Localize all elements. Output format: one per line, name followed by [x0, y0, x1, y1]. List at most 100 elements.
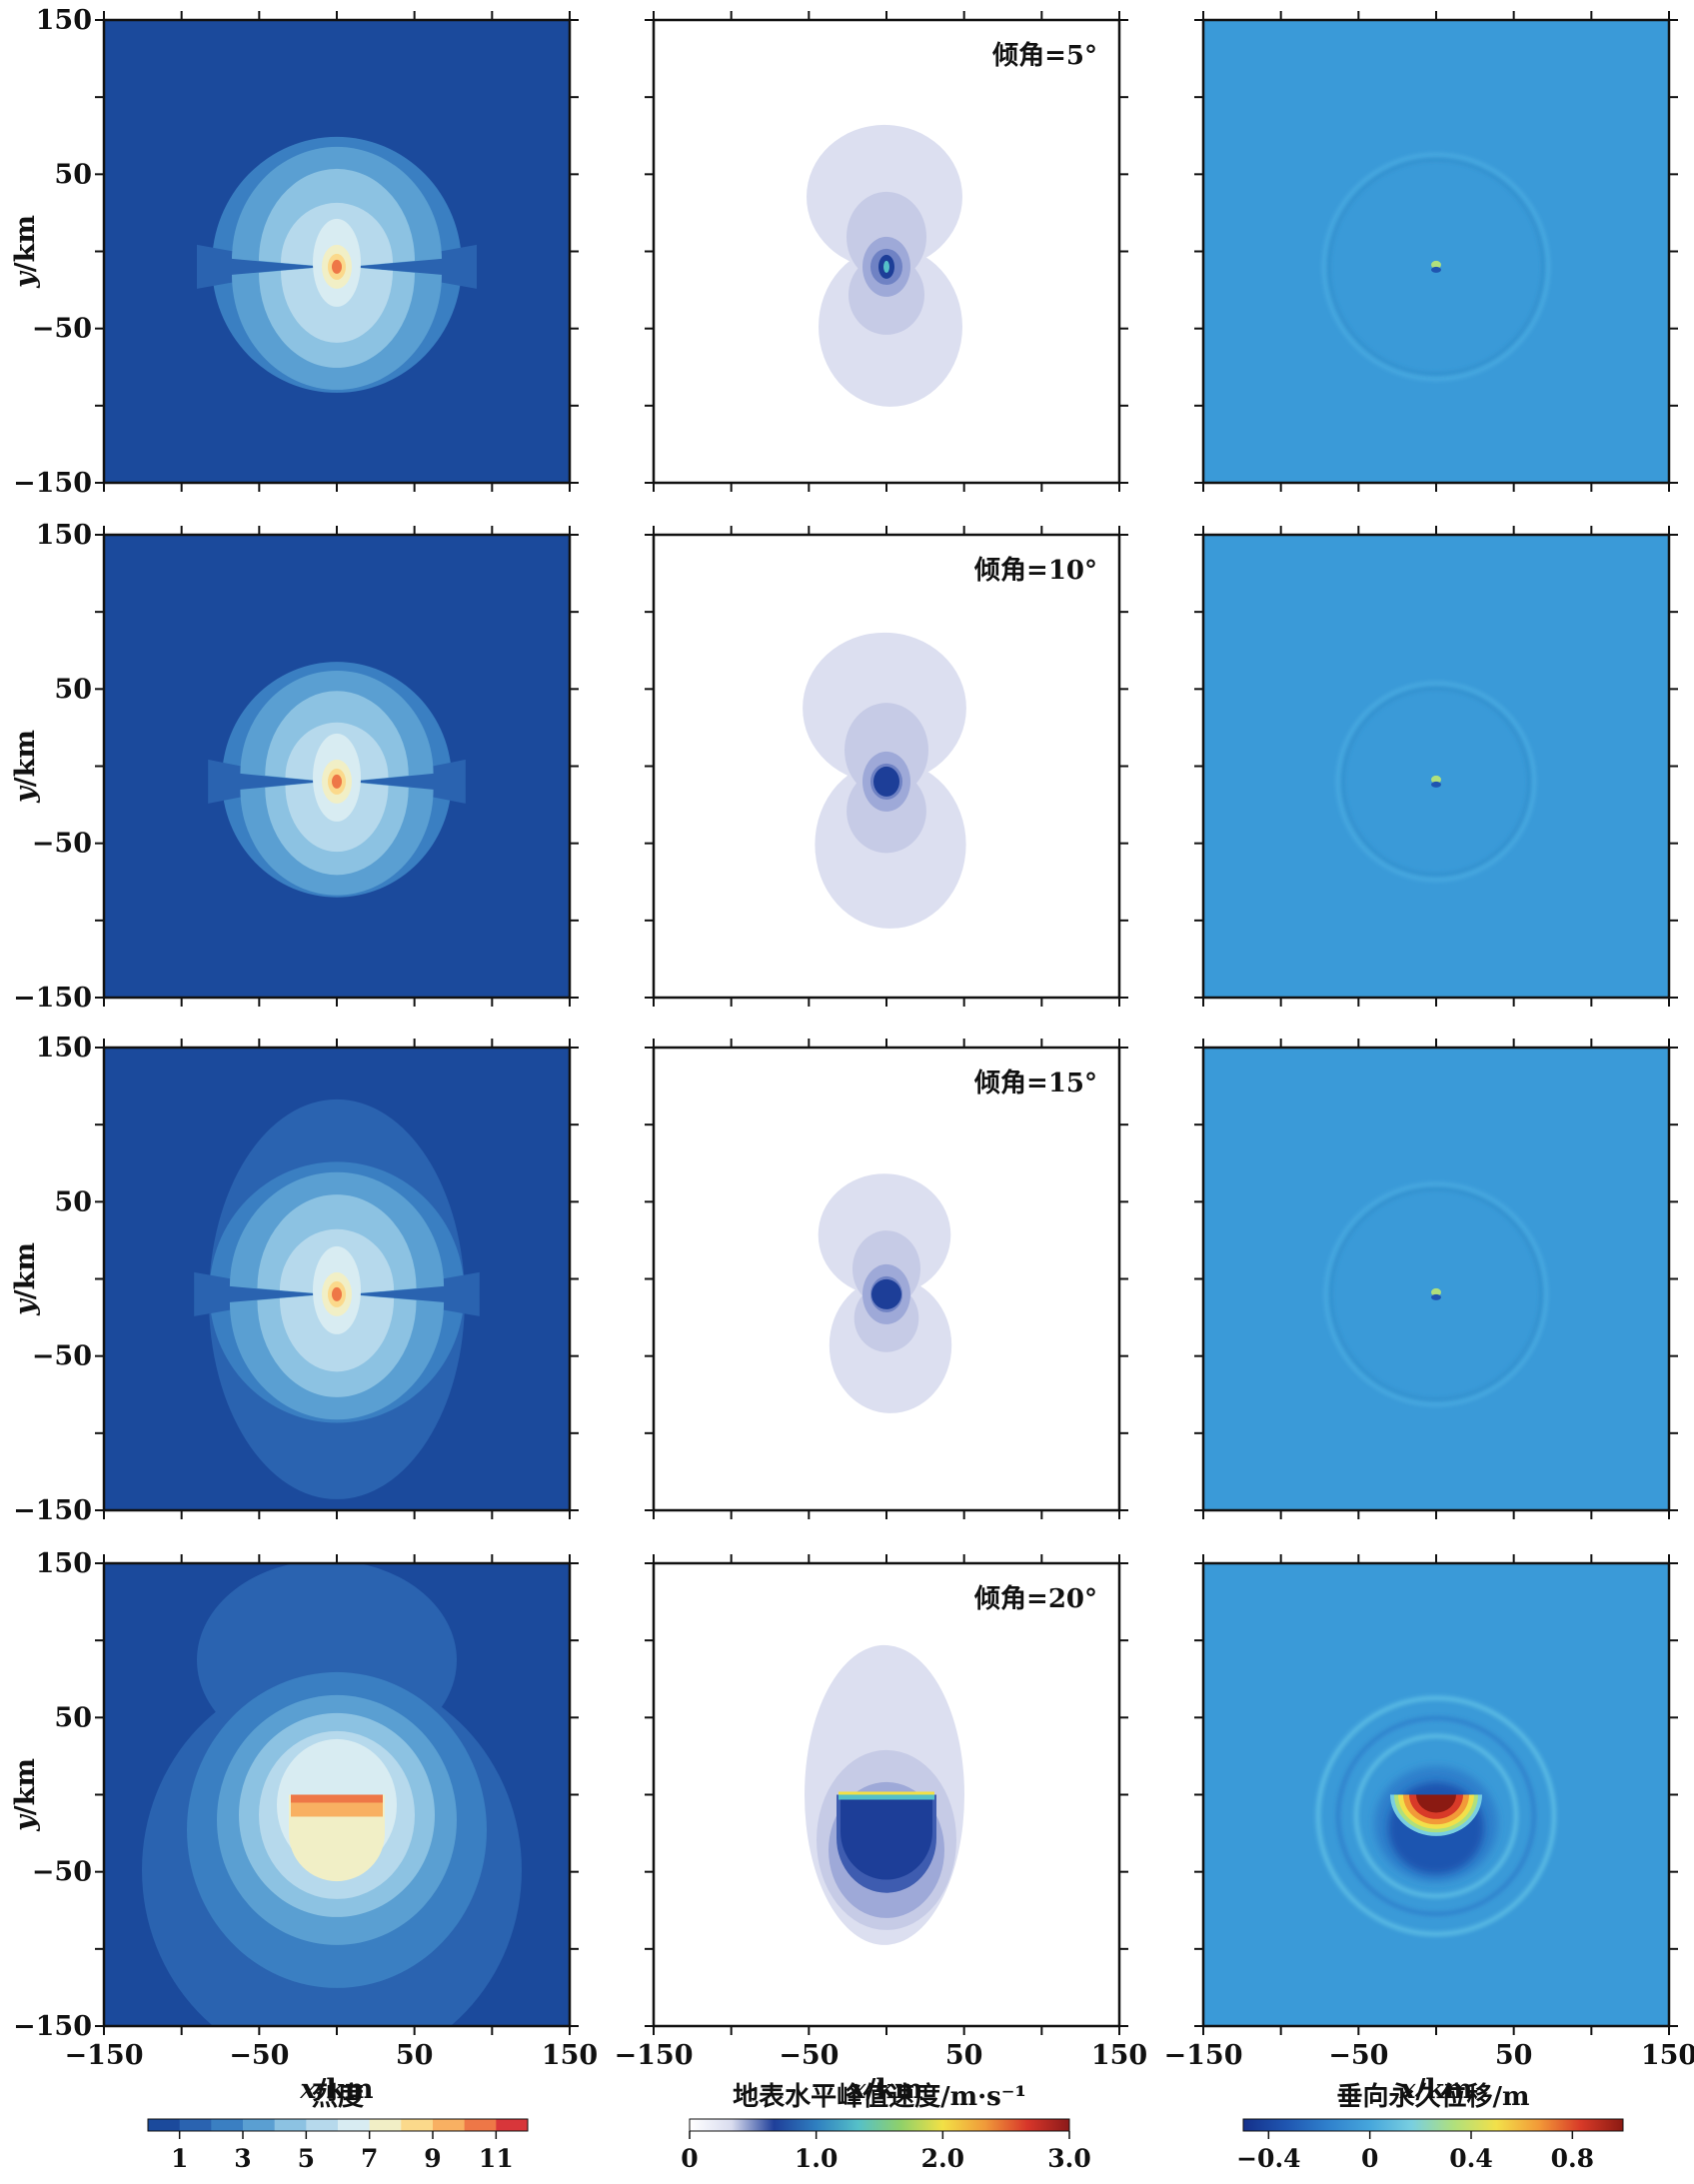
colorbar-tick-label: 0.8: [1551, 2144, 1595, 2173]
colorbar-tick-label: 3: [234, 2144, 251, 2173]
y-tick-label: −50: [32, 829, 92, 860]
colorbar-swatch: [179, 2119, 212, 2131]
colorbar-tick-label: 5: [298, 2144, 315, 2173]
panel-intensity-row4: 150 50 −50 −150 y/km −150 −50 50 150 x/km: [10, 1548, 598, 2105]
colorbar-tick-label: 7: [361, 2144, 378, 2173]
y-tick-label: 50: [54, 1702, 92, 1733]
y-axis-title: y/km: [10, 1758, 41, 1832]
panel-velocity-row4: 倾角=20° −150 −50 50 150 x/km: [615, 1554, 1147, 2105]
velocity-contours: [807, 124, 962, 407]
velocity-contours: [818, 1173, 952, 1413]
intensity-contours: [208, 662, 466, 898]
panel-intensity-row1: 150 50 −50 −150 y/km: [10, 5, 579, 499]
colorbar-swatch: [243, 2119, 276, 2131]
colorbar-velocity: 地表水平峰值速度/m·s⁻¹ 0 1.0 2.0 3.0: [681, 2081, 1090, 2173]
colorbar-title: 烈度: [312, 2081, 364, 2112]
displacement-background: [1203, 535, 1669, 998]
panel-intensity-row3: 150 50 −50 −150 y/km: [10, 1033, 579, 1526]
panel-intensity-row2: 150 50 −50 −150 y/km: [10, 520, 579, 1014]
x-tick-label: 50: [1495, 2040, 1533, 2071]
velocity-contours: [805, 1644, 964, 1945]
intensity-contours: [194, 1098, 480, 1499]
colorbar-swatch: [338, 2119, 371, 2131]
y-tick-label: −150: [13, 468, 92, 499]
colorbar-tick-label: 9: [424, 2144, 441, 2173]
x-axis-title: x/km: [848, 2074, 922, 2105]
colorbar-gradient: [690, 2119, 1069, 2131]
x-tick-label: 150: [542, 2040, 598, 2071]
x-tick-label: −150: [615, 2040, 694, 2071]
y-tick-label: 150: [36, 520, 92, 551]
colorbar-tick-label: 11: [479, 2144, 514, 2173]
colorbar-frame: [1242, 2118, 1624, 2132]
colorbar-tick-label: 3.0: [1047, 2144, 1091, 2173]
y-axis-title: y/km: [10, 215, 41, 289]
colorbar-swatch: [148, 2119, 181, 2131]
dip-label: 倾角=20°: [973, 1583, 1097, 1614]
x-tick-label: 50: [396, 2040, 434, 2071]
velocity-contours: [803, 632, 966, 929]
dip-label: 倾角=5°: [991, 40, 1097, 71]
colorbar-frame: [147, 2118, 529, 2132]
y-tick-label: 150: [36, 1548, 92, 1579]
x-tick-label: −50: [779, 2040, 839, 2071]
y-tick-label: −50: [32, 314, 92, 345]
colorbar-tick-label: 1.0: [795, 2144, 839, 2173]
displacement-field: [1316, 1695, 1556, 1936]
colorbar-swatch: [433, 2119, 466, 2131]
colorbar-title: 地表水平峰值速度/m·s⁻¹: [733, 2081, 1026, 2112]
y-tick-label: 50: [54, 1186, 92, 1217]
y-tick-label: −150: [13, 2011, 92, 2042]
panel-displacement-row2: [1194, 526, 1678, 1007]
intensity-contours: [197, 136, 477, 393]
x-tick-label: 50: [945, 2040, 983, 2071]
colorbar-tick-label: −0.4: [1236, 2144, 1300, 2173]
colorbar-swatch: [401, 2119, 434, 2131]
colorbar-row: 烈度 1 3 5 7 9 11 地表水平峰值速度/m·s⁻¹ 0 1.0 2.0 3.0 垂向永久位移/…: [147, 2081, 1624, 2173]
x-tick-label: 150: [1091, 2040, 1147, 2071]
colorbar-intensity: 烈度 1 3 5 7 9 11: [147, 2081, 529, 2173]
y-tick-label: −150: [13, 1495, 92, 1526]
panel-grid: 150 50 −50 −150 y/km 倾角=5° 150 50 −50 −150 y/km 倾角=…: [10, 5, 1694, 2105]
y-tick-label: −50: [32, 1857, 92, 1888]
panel-velocity-row3: 倾角=15°: [645, 1039, 1128, 1519]
y-tick-label: 50: [54, 674, 92, 705]
dip-label: 倾角=15°: [973, 1068, 1097, 1098]
colorbar-tick-label: 1: [171, 2144, 188, 2173]
colorbar-tick-label: 0: [681, 2144, 698, 2173]
displacement-field: [1324, 1182, 1548, 1406]
x-axis-title: x/km: [1398, 2074, 1472, 2105]
y-tick-label: −150: [13, 983, 92, 1014]
x-tick-label: −150: [1164, 2040, 1243, 2071]
y-tick-label: 50: [54, 159, 92, 190]
colorbar-tick-label: 0: [1361, 2144, 1378, 2173]
y-tick-label: 150: [36, 1033, 92, 1064]
colorbar-swatch: [306, 2119, 339, 2131]
y-axis-title: y/km: [10, 1242, 41, 1316]
colorbar-title: 垂向永久位移/m: [1336, 2081, 1529, 2112]
displacement-background: [1203, 20, 1669, 483]
colorbar-swatch: [274, 2119, 307, 2131]
colorbar-tick-label: 0.4: [1449, 2144, 1493, 2173]
displacement-field: [1322, 153, 1550, 381]
x-axis-title: x/km: [299, 2074, 373, 2105]
colorbar-swatch: [464, 2119, 497, 2131]
x-tick-label: −50: [1328, 2040, 1388, 2071]
intensity-contours: [142, 1563, 522, 2026]
colorbar-gradient: [1243, 2119, 1623, 2131]
colorbar-displacement: 垂向永久位移/m −0.4 0 0.4 0.8: [1236, 2081, 1624, 2173]
panel-displacement-row1: [1194, 11, 1678, 492]
colorbar-swatch: [369, 2119, 402, 2131]
dip-label: 倾角=10°: [973, 555, 1097, 586]
y-tick-label: −50: [32, 1341, 92, 1372]
colorbar-tick-label: 2.0: [921, 2144, 965, 2173]
x-tick-label: −50: [229, 2040, 289, 2071]
panel-velocity-row1: 倾角=5°: [645, 11, 1128, 492]
y-tick-label: 150: [36, 5, 92, 36]
colorbar-frame: [689, 2118, 1070, 2132]
panel-displacement-row3: [1194, 1039, 1678, 1519]
x-tick-label: 150: [1641, 2040, 1694, 2071]
panel-displacement-row4: −150 −50 50 150 x/km: [1164, 1554, 1694, 2105]
colorbar-swatch: [211, 2119, 244, 2131]
